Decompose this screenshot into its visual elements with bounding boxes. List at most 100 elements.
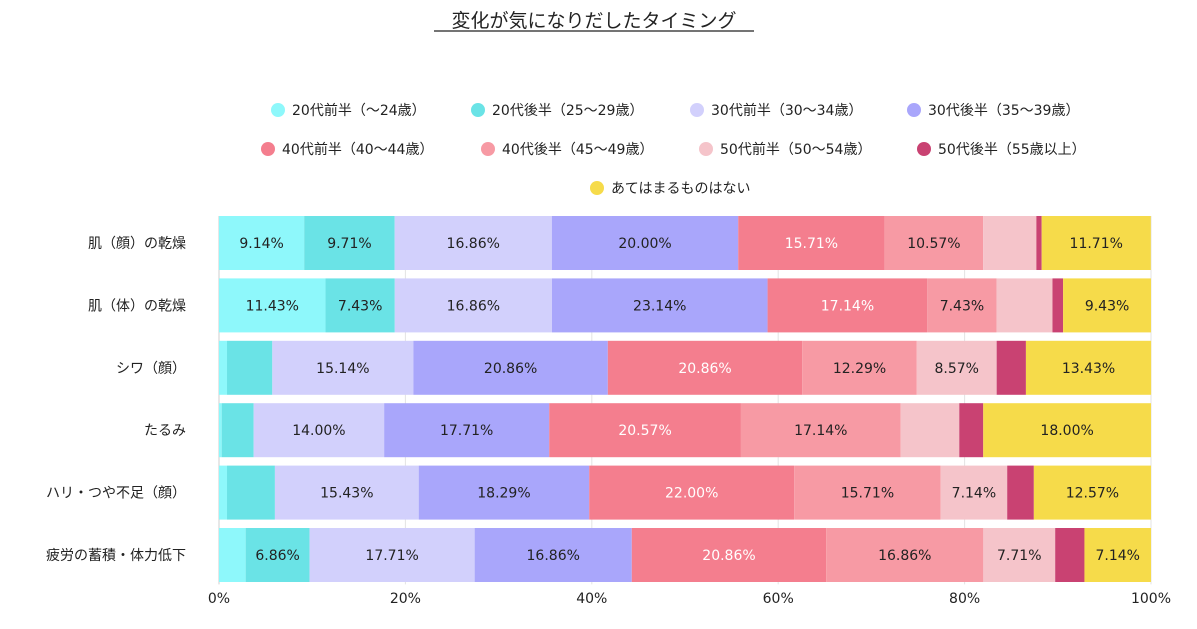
chart-title: 変化が気になりだしたタイミング — [451, 10, 736, 32]
data-label-1-0: 11.43% — [246, 298, 299, 314]
bar-segment-5-0 — [219, 528, 246, 582]
bar-segment-1-2 — [394, 278, 552, 333]
bar-segment-2-4 — [607, 340, 803, 395]
data-label-4-2: 15.43% — [320, 486, 373, 502]
category-label-0: 肌（顔）の乾燥 — [88, 236, 186, 252]
bar-segment-5-7 — [1055, 528, 1085, 582]
bar-segment-1-7 — [1052, 278, 1064, 333]
data-label-0-2: 16.86% — [447, 236, 500, 252]
legend-marker-7 — [917, 142, 931, 156]
bar-segment-3-1 — [221, 403, 254, 458]
bar-segment-3-2 — [253, 403, 385, 458]
bar-segment-2-2 — [272, 340, 414, 395]
data-label-5-8: 7.14% — [1095, 548, 1139, 564]
data-label-2-2: 15.14% — [316, 361, 369, 377]
x-tick-label-3: 60% — [763, 591, 794, 607]
legend-marker-6 — [699, 142, 713, 156]
bar-segment-3-3 — [384, 403, 550, 458]
data-label-1-5: 7.43% — [940, 298, 984, 314]
data-label-1-1: 7.43% — [338, 298, 382, 314]
x-tick-label-1: 20% — [390, 591, 421, 607]
data-label-3-8: 18.00% — [1040, 423, 1093, 439]
data-label-5-2: 17.71% — [365, 548, 418, 564]
bar-segment-2-6 — [916, 340, 997, 395]
data-label-2-4: 20.86% — [678, 361, 731, 377]
bar-segment-1-3 — [551, 278, 768, 333]
bar-row-2: 15.14% 20.86% 20.86% 12.29% 8.57% 13.43% — [219, 340, 1152, 395]
data-label-4-3: 18.29% — [477, 486, 530, 502]
legend-label-7: 50代後半（55歳以上） — [938, 142, 1086, 158]
data-label-1-2: 16.86% — [447, 298, 500, 314]
legend-marker-0 — [271, 103, 285, 117]
bar-segment-4-4 — [589, 465, 795, 520]
legend-label-6: 50代前半（50〜54歳） — [720, 141, 871, 158]
bars: 9.14% 9.71% 16.86% 20.00% 15.71% 10.57% 11.71%… — [219, 216, 1152, 582]
bar-segment-2-3 — [413, 340, 608, 395]
legend-label-5: 40代後半（45〜49歳） — [502, 142, 653, 158]
data-label-4-8: 12.57% — [1066, 486, 1119, 502]
bar-segment-1-6 — [996, 278, 1053, 333]
bar-segment-0-0 — [219, 216, 305, 270]
data-label-5-1: 6.86% — [255, 548, 299, 564]
bar-segment-3-6 — [900, 403, 960, 458]
bar-segment-3-0 — [219, 403, 222, 458]
bar-segment-4-7 — [1007, 465, 1034, 520]
bar-segment-5-1 — [245, 528, 310, 582]
bar-row-3: 14.00% 17.71% 20.57% 17.14% 18.00% — [219, 403, 1151, 458]
bar-segment-4-1 — [227, 465, 275, 520]
bar-segment-2-8 — [1025, 340, 1152, 395]
x-tick-label-2: 40% — [576, 591, 607, 607]
legend-marker-1 — [471, 103, 485, 117]
bar-segment-2-7 — [996, 340, 1026, 395]
x-tick-label-5: 100% — [1131, 591, 1171, 607]
bar-segment-0-4 — [738, 216, 885, 270]
category-label-2: シワ（顔） — [116, 361, 186, 377]
data-label-5-5: 16.86% — [878, 548, 931, 564]
data-label-1-8: 9.43% — [1085, 298, 1129, 314]
data-label-2-8: 13.43% — [1062, 361, 1115, 377]
bar-segment-0-3 — [551, 216, 739, 270]
bar-segment-5-4 — [631, 528, 827, 582]
category-label-1: 肌（体）の乾燥 — [88, 298, 186, 314]
x-axis-ticks: 0% 20% 40% 60% 80% 100% — [208, 591, 1171, 607]
bar-segment-2-0 — [219, 340, 228, 395]
data-label-0-8: 11.71% — [1070, 236, 1123, 252]
bar-row-0: 9.14% 9.71% 16.86% 20.00% 15.71% 10.57% 11.71% — [219, 216, 1151, 270]
data-label-1-3: 23.14% — [633, 298, 686, 314]
bar-segment-1-8 — [1063, 278, 1151, 333]
data-label-3-5: 17.14% — [794, 423, 847, 439]
x-tick-label-0: 0% — [208, 591, 230, 607]
bar-segment-5-2 — [309, 528, 475, 582]
data-label-0-3: 20.00% — [618, 236, 671, 252]
bar-segment-5-3 — [474, 528, 632, 582]
legend-label-3: 30代後半（35〜39歳） — [928, 103, 1079, 119]
bar-segment-5-6 — [983, 528, 1056, 582]
bar-segment-4-2 — [274, 465, 419, 520]
data-label-4-5: 15.71% — [841, 486, 894, 502]
category-label-3: たるみ — [144, 423, 186, 439]
bar-row-5: 6.86% 17.71% 16.86% 20.86% 16.86% 7.71% 7.14% — [219, 528, 1151, 582]
bar-segment-2-1 — [227, 340, 273, 395]
legend-marker-8 — [590, 181, 604, 195]
data-label-4-6: 7.14% — [952, 486, 996, 502]
bar-segment-5-5 — [826, 528, 984, 582]
bar-segment-2-5 — [802, 340, 917, 395]
data-label-5-6: 7.71% — [997, 548, 1041, 564]
legend-label-0: 20代前半（〜24歳） — [292, 102, 426, 119]
legend-label-4: 40代前半（40〜44歳） — [282, 141, 433, 158]
bar-segment-4-8 — [1033, 465, 1151, 520]
gridlines — [218, 216, 1152, 585]
bar-segment-0-6 — [983, 216, 1037, 270]
category-label-5: 疲労の蓄積・体力低下 — [46, 547, 186, 564]
data-label-2-6: 8.57% — [934, 361, 978, 377]
bar-segment-4-3 — [418, 465, 590, 520]
data-label-1-4: 17.14% — [821, 298, 874, 314]
bar-row-4: 15.43% 18.29% 22.00% 15.71% 7.14% 12.57% — [219, 465, 1151, 520]
bar-segment-1-4 — [767, 278, 928, 333]
bar-segment-1-5 — [927, 278, 997, 333]
bar-segment-4-5 — [794, 465, 941, 520]
bar-segment-0-1 — [304, 216, 395, 270]
legend-marker-2 — [690, 103, 704, 117]
